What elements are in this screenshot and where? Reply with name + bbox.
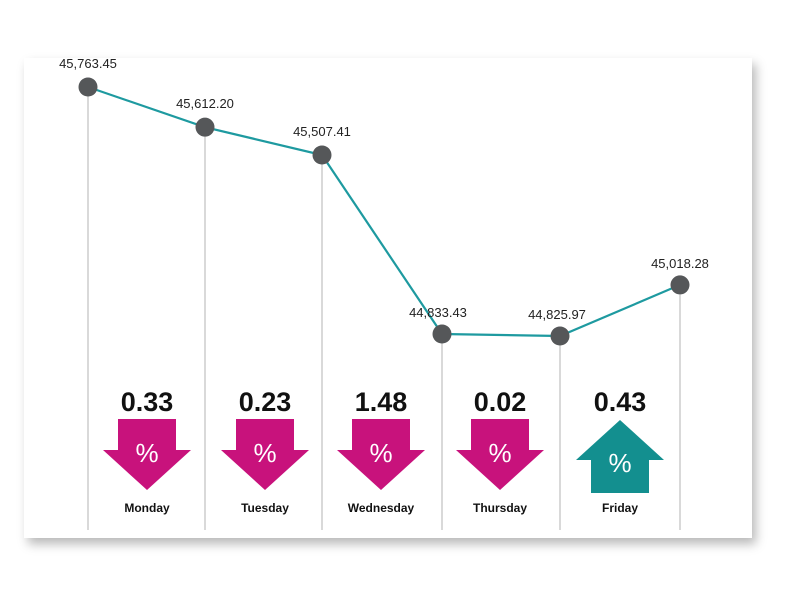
down-arrow-icon [221, 419, 309, 490]
up-arrow-icon [576, 420, 664, 493]
percent-sign: % [369, 438, 392, 468]
data-label: 45,507.41 [293, 124, 351, 139]
day-label: Friday [602, 501, 638, 515]
data-label: 45,612.20 [176, 96, 234, 111]
percent-change-value: 0.23 [239, 387, 292, 417]
percent-sign: % [608, 448, 631, 478]
day-label: Tuesday [241, 501, 289, 515]
down-arrow-icon [103, 419, 191, 490]
percent-change-value: 0.33 [121, 387, 174, 417]
data-point [670, 275, 690, 295]
percent-change-value: 0.43 [594, 387, 647, 417]
data-label: 45,763.45 [59, 56, 117, 71]
down-arrow-icon [456, 419, 544, 490]
percent-change-value: 1.48 [355, 387, 408, 417]
data-label: 45,018.28 [651, 256, 709, 271]
percent-sign: % [488, 438, 511, 468]
data-label: 44,833.43 [409, 305, 467, 320]
series-line [87, 85, 681, 338]
data-point [195, 117, 215, 137]
data-point [432, 324, 452, 344]
data-point [78, 77, 98, 97]
day-label: Monday [124, 501, 170, 515]
day-label: Thursday [473, 501, 527, 515]
percent-sign: % [135, 438, 158, 468]
percent-change-value: 0.02 [474, 387, 527, 417]
day-label: Wednesday [348, 501, 415, 515]
data-label: 44,825.97 [528, 307, 586, 322]
data-point [312, 145, 332, 165]
down-arrow-icon [337, 419, 425, 490]
data-point [550, 326, 570, 346]
percent-sign: % [253, 438, 276, 468]
